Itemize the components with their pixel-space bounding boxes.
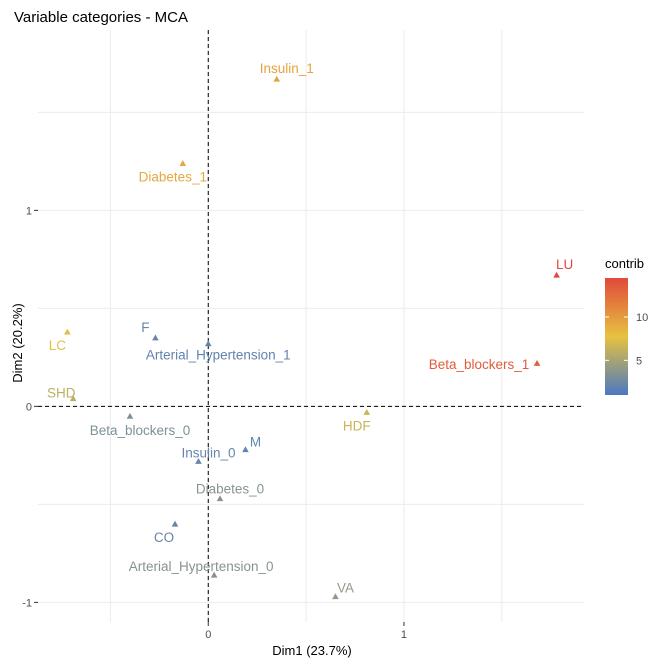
legend-tick-label: 10 — [636, 312, 648, 324]
legend-colorbar — [605, 278, 628, 395]
point-marker — [171, 520, 179, 527]
x-axis-title: Dim1 (23.7%) — [272, 643, 351, 658]
point-labels: Insulin_1 Diabetes_1 LU Beta_blockers_1 LC SH… — [47, 61, 573, 596]
point-marker — [210, 571, 218, 578]
y-tick-label: -1 — [22, 597, 32, 609]
point-label: Beta_blockers_1 — [429, 357, 530, 372]
point-marker — [273, 75, 281, 82]
point-marker — [69, 395, 77, 402]
x-tick-label: 1 — [401, 629, 407, 641]
point-label: Diabetes_1 — [139, 169, 207, 184]
point-label: Diabetes_0 — [196, 482, 264, 497]
point-marker — [64, 328, 71, 335]
point-label: SHD — [47, 386, 76, 401]
point-marker — [195, 457, 202, 464]
grid-lines — [38, 30, 584, 622]
point-label: Arterial_Hypertension_0 — [129, 559, 274, 574]
point-label: Insulin_1 — [260, 61, 314, 76]
point-marker — [126, 412, 134, 419]
point-label: HDF — [343, 418, 371, 433]
point-marker — [242, 446, 249, 453]
point-label: Beta_blockers_0 — [90, 423, 191, 438]
point-marker — [179, 159, 187, 166]
point-marker — [332, 593, 339, 600]
reference-lines — [38, 30, 584, 622]
legend-tick-label: 5 — [636, 355, 642, 367]
point-label: CO — [154, 530, 174, 545]
point-label: Insulin_0 — [181, 445, 235, 460]
point-label: VA — [337, 581, 354, 596]
point-marker — [533, 359, 541, 366]
axes: 0 1 -1 0 1 — [22, 205, 407, 641]
point-label: Arterial_Hypertension_1 — [146, 348, 291, 363]
point-label: LC — [49, 338, 67, 353]
y-tick-label: 0 — [26, 401, 32, 413]
point-marker — [152, 334, 159, 341]
legend-title: contrib — [605, 256, 644, 271]
point-label: LU — [556, 257, 573, 272]
chart-title: Variable categories - MCA — [14, 9, 188, 26]
x-tick-label: 0 — [205, 629, 211, 641]
point-label: M — [250, 434, 261, 449]
y-tick-label: 1 — [26, 205, 32, 217]
y-axis-title: Dim2 (20.2%) — [10, 303, 25, 382]
point-marker — [553, 271, 560, 278]
legend: 5 10 — [605, 278, 648, 395]
point-marker — [363, 408, 371, 415]
point-label: F — [141, 320, 149, 335]
point-marker — [216, 495, 224, 502]
point-marker — [204, 340, 212, 347]
data-points — [64, 75, 560, 600]
